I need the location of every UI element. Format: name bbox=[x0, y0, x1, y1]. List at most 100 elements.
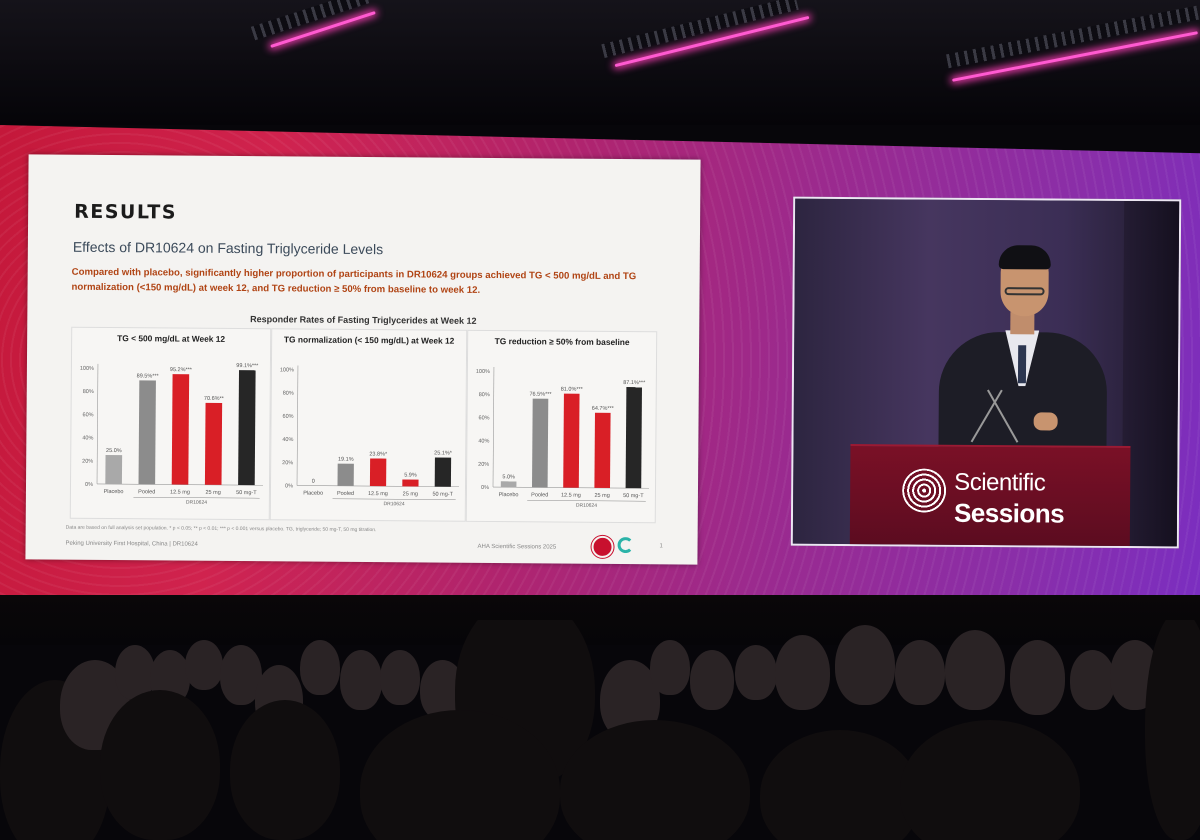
speaker-glasses bbox=[1004, 287, 1045, 296]
speaker-hand-clicker bbox=[1033, 412, 1058, 431]
ceiling bbox=[0, 0, 1200, 125]
group-bracket bbox=[332, 498, 456, 500]
y-tick-label: 40% bbox=[478, 439, 489, 445]
bar-12-5-mg bbox=[369, 458, 387, 487]
x-tick-label: 50 mg-T bbox=[432, 492, 453, 498]
bar-chart-tg-reduction: 0% 20% 40% 60% 80% 100% 5.0% Placebo 76.5%*** Poo… bbox=[476, 367, 649, 509]
bar-25-mg bbox=[402, 479, 419, 487]
y-axis bbox=[296, 365, 299, 486]
x-tick-label: Placebo bbox=[303, 491, 323, 497]
y-tick-label: 60% bbox=[83, 412, 94, 418]
x-tick-label: Pooled bbox=[531, 492, 548, 498]
x-tick-label: Pooled bbox=[337, 491, 354, 497]
y-tick-label: 100% bbox=[476, 369, 490, 375]
x-tick-label: 50 mg-T bbox=[623, 493, 644, 499]
audience bbox=[0, 620, 1200, 840]
x-tick-label: 12.5 mg bbox=[170, 489, 190, 495]
stage-curtain bbox=[1121, 200, 1180, 547]
data-label: 70.6%** bbox=[204, 396, 225, 402]
sponsor-logo bbox=[617, 537, 634, 554]
speaker-video-feed: Scientific Sessions bbox=[790, 196, 1182, 549]
slide-subtitle: Effects of DR10624 on Fasting Triglyceri… bbox=[72, 238, 384, 258]
data-label: 89.5%*** bbox=[137, 373, 160, 379]
bar-pooled bbox=[138, 380, 156, 485]
bar-pooled bbox=[337, 463, 354, 486]
speaker-tie bbox=[1017, 345, 1027, 384]
bar-25-mg bbox=[204, 402, 223, 485]
y-tick-label: 80% bbox=[479, 392, 490, 398]
bar-placebo bbox=[500, 481, 517, 488]
audience-head bbox=[380, 650, 420, 705]
y-tick-label: 20% bbox=[282, 460, 293, 466]
audience-head bbox=[1070, 650, 1115, 710]
data-label: 5.0% bbox=[502, 474, 515, 480]
slide-heading: RESULTS bbox=[74, 200, 178, 224]
audience-head bbox=[185, 640, 223, 690]
podium-text-line2: Sessions bbox=[953, 497, 1065, 529]
podium: Scientific Sessions bbox=[849, 444, 1131, 549]
x-tick-label: 12.5 mg bbox=[561, 493, 581, 499]
audience-head bbox=[230, 700, 340, 840]
bar-25-mg bbox=[594, 412, 611, 488]
slide-event: AHA Scientific Sessions 2025 bbox=[477, 543, 557, 551]
y-tick-label: 80% bbox=[283, 391, 294, 397]
x-tick-label: 50 mg-T bbox=[236, 490, 257, 496]
aha-logo bbox=[591, 535, 614, 558]
audience-head bbox=[735, 645, 777, 700]
group-bracket bbox=[527, 500, 646, 502]
y-axis bbox=[492, 367, 495, 488]
chart-panel-tg-below-500: TG < 500 mg/dL at Week 12 0% 20% 40% 60% 80%… bbox=[69, 326, 272, 521]
y-tick-label: 0% bbox=[481, 485, 489, 491]
data-label: 87.1%*** bbox=[623, 380, 646, 386]
y-tick-label: 20% bbox=[82, 459, 93, 465]
y-tick-label: 60% bbox=[283, 414, 294, 420]
data-label: 5.9% bbox=[404, 472, 417, 478]
x-tick-label: Placebo bbox=[499, 492, 519, 498]
audience-head bbox=[945, 630, 1005, 710]
bar-placebo bbox=[105, 454, 123, 485]
slide-affiliation: Peking University First Hospital, China … bbox=[65, 540, 198, 548]
chart-panel-tg-normalization: TG normalization (< 150 mg/dL) at Week 1… bbox=[269, 328, 468, 522]
bar-chart-tg-below-500: 0% 20% 40% 60% 80% 100% 25.0% Placebo 89.5%*** Po… bbox=[80, 363, 264, 506]
data-label: 64.7%*** bbox=[592, 406, 615, 412]
y-tick-label: 60% bbox=[479, 415, 490, 421]
presentation-slide: RESULTS Effects of DR10624 on Fasting Tr… bbox=[25, 154, 701, 565]
group-label: DR10624 bbox=[186, 500, 207, 506]
audience-head bbox=[560, 720, 750, 840]
stage-base bbox=[0, 595, 1200, 645]
data-label: 25.0% bbox=[106, 448, 122, 454]
audience-head bbox=[895, 640, 945, 705]
audience-head bbox=[775, 635, 830, 710]
x-tick-label: Pooled bbox=[138, 489, 155, 495]
audience-head bbox=[835, 625, 895, 705]
slide-summary: Compared with placebo, significantly hig… bbox=[71, 266, 637, 296]
audience-head bbox=[690, 650, 734, 710]
audience-head bbox=[340, 650, 382, 710]
bar-50-mg-t bbox=[238, 370, 256, 486]
audience-head bbox=[1010, 640, 1065, 715]
x-tick-label: 25 mg bbox=[403, 491, 418, 497]
page-number: 1 bbox=[659, 543, 663, 550]
slide-footnote: Data are based on full analysis set popu… bbox=[65, 524, 377, 534]
data-label: 95.2%*** bbox=[170, 367, 193, 373]
x-tick-label: 12.5 mg bbox=[368, 491, 388, 497]
bar-12-5-mg bbox=[171, 374, 190, 485]
chart-panel-tg-reduction: TG reduction ≥ 50% from baseline 0% 20% 40… bbox=[465, 329, 658, 524]
bar-chart-tg-normalization: 0% 20% 40% 60% 80% 100% 0 Placebo 19.1% Pooled 23.… bbox=[280, 365, 460, 507]
group-bracket bbox=[133, 496, 260, 499]
chart-title: Responder Rates of Fasting Triglycerides… bbox=[250, 314, 477, 326]
data-label: 19.1% bbox=[338, 457, 354, 463]
x-tick-label: 25 mg bbox=[205, 490, 220, 496]
scientific-sessions-globe-logo bbox=[902, 468, 947, 513]
y-tick-label: 100% bbox=[280, 367, 294, 373]
data-label: 81.0%*** bbox=[561, 387, 584, 393]
audience-head bbox=[650, 640, 690, 695]
x-tick-label: 25 mg bbox=[594, 493, 609, 499]
audience-head bbox=[760, 730, 920, 840]
podium-text-line1: Scientific bbox=[954, 468, 1046, 497]
audience-head bbox=[1145, 620, 1200, 840]
group-label: DR10624 bbox=[576, 503, 597, 509]
group-label: DR10624 bbox=[383, 501, 404, 507]
speaker-hair bbox=[998, 245, 1051, 270]
y-axis bbox=[96, 363, 99, 484]
